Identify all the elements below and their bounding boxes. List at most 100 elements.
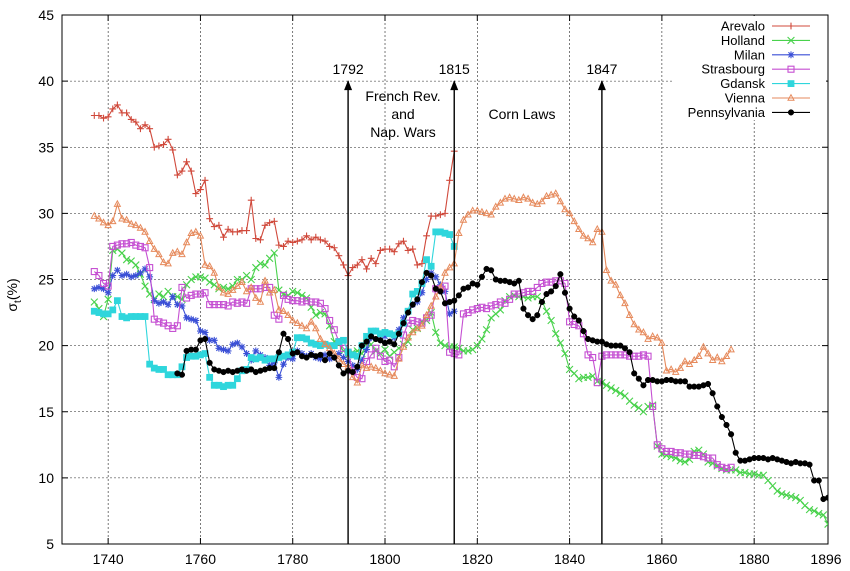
pennsylvania-point (455, 292, 462, 299)
series-vienna (90, 189, 735, 386)
strasbourg-point (570, 320, 578, 329)
vienna-point (362, 363, 371, 371)
pennsylvania-point (335, 362, 342, 369)
milan-point (358, 356, 366, 364)
milan-point (326, 355, 334, 363)
holland-point (814, 509, 823, 518)
holland-point (510, 291, 519, 300)
milan-point (229, 340, 237, 348)
holland-point (681, 458, 689, 466)
pennsylvania-point (331, 354, 338, 361)
y-axis-label: σt(%) (4, 278, 24, 311)
milan-point (233, 339, 241, 347)
milan-point (132, 272, 140, 279)
pennsylvania-point (640, 382, 647, 389)
vienna-point (681, 357, 689, 365)
pennsylvania-point (520, 305, 527, 312)
vienna-point (122, 215, 131, 223)
vienna-point (722, 351, 731, 360)
pennsylvania-point (515, 277, 522, 284)
strasbourg-point (326, 316, 334, 325)
y-tick-label: 25 (38, 272, 54, 288)
vienna-point (648, 332, 657, 340)
series-strasbourg (90, 238, 735, 473)
vienna-point (242, 287, 251, 295)
milan-point (418, 289, 426, 297)
holland-point (750, 470, 758, 478)
arevalo-point (284, 237, 292, 245)
pennsylvania-point (617, 342, 624, 349)
y-axis-label-unit: (%) (4, 278, 20, 300)
holland-point (288, 287, 297, 296)
strasbourg-point (173, 322, 181, 330)
vienna-point (505, 193, 514, 201)
arevalo-point (293, 237, 301, 245)
vienna-point (718, 357, 726, 365)
strasbourg-point (155, 318, 163, 326)
arevalo-point (210, 223, 218, 230)
pennsylvania-point (409, 301, 416, 308)
vienna-point (584, 234, 592, 242)
strasbourg-point (459, 310, 468, 318)
vienna-point (335, 354, 343, 362)
annotation-french-rev: French Rev. and Nap. Wars (365, 88, 440, 140)
strasbourg-point (589, 353, 597, 362)
pennsylvania-point (566, 305, 573, 312)
vienna-point (136, 223, 145, 231)
milan-point (192, 317, 200, 324)
gdansk-point (413, 288, 421, 295)
pennsylvania-point (561, 289, 569, 296)
vienna-point (145, 236, 154, 244)
milan-point (210, 336, 218, 344)
holland-point (381, 345, 389, 354)
x-tick-label: 1780 (277, 551, 308, 567)
holland-point (122, 255, 131, 264)
strasbourg-point (621, 351, 629, 359)
legend-label-gdansk: Gdansk (720, 76, 765, 91)
x-tick-label: 1880 (739, 551, 770, 567)
vienna-point (482, 209, 491, 217)
holland-point (132, 261, 140, 269)
strasbourg-point (446, 348, 454, 356)
pennsylvania-point (723, 421, 730, 429)
strasbourg-point (270, 311, 278, 319)
arevalo-point (441, 209, 449, 217)
legend: ArevaloHollandMilanStrasbourgGdanskVienn… (672, 16, 826, 120)
pennsylvania-point (631, 370, 638, 377)
arevalo-point (436, 211, 444, 219)
milan-point (90, 285, 98, 293)
axes: 5 10 15 20 25 30 35 40 45 1740 1760 1780 1800 1820 184… (38, 7, 841, 567)
holland-point (270, 249, 279, 257)
strasbourg-point (293, 297, 301, 305)
y-axis-label-main: σ (4, 303, 20, 312)
pennsylvania-point (178, 371, 186, 378)
gdansk-point (229, 381, 237, 389)
y-tick-label: 45 (38, 7, 54, 23)
strasbourg-point (487, 302, 495, 310)
milan-point (155, 299, 163, 307)
arevalo-point (220, 233, 227, 241)
vienna-point (187, 228, 196, 237)
pennsylvania-point (363, 338, 370, 345)
pennsylvania-point (414, 296, 421, 303)
strasbourg-point (132, 241, 140, 249)
holland-point (441, 341, 449, 350)
arevalo-point (390, 248, 398, 256)
milan-point (220, 346, 227, 353)
strasbourg-point (681, 450, 689, 458)
pennsylvania-point (303, 354, 310, 361)
vienna-point (367, 362, 376, 370)
pennsylvania-point (714, 403, 721, 410)
vienna-point (127, 219, 136, 227)
vienna-line (94, 192, 732, 384)
strasbourg-point (104, 282, 112, 290)
gdansk-point (330, 342, 338, 350)
vienna-point (307, 317, 316, 325)
vienna-point (588, 238, 597, 246)
holland-point (178, 295, 186, 304)
vienna-point (233, 281, 242, 289)
arevalo-point (192, 190, 200, 197)
strasbourg-point (690, 451, 698, 459)
vienna-point (455, 228, 463, 237)
holland-point (690, 447, 698, 456)
